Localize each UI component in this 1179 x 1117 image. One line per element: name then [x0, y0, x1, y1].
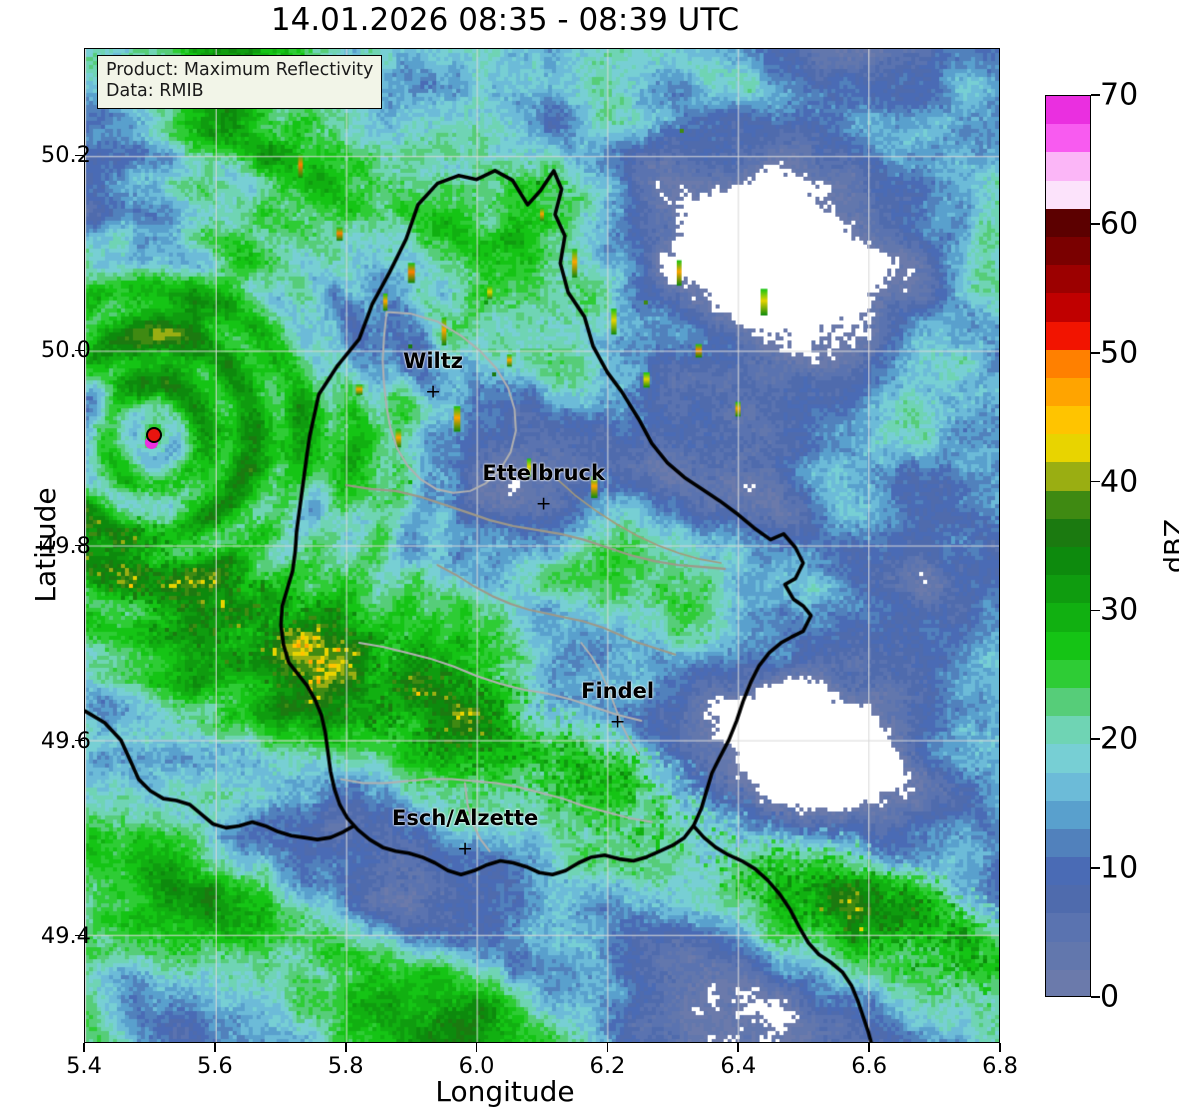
colorbar-tick-label: 30 [1100, 592, 1139, 628]
colorbar-band [1046, 490, 1090, 519]
colorbar-band [1046, 518, 1090, 547]
colorbar-band [1046, 659, 1090, 688]
map-borders-overlay [85, 49, 999, 1042]
x-tick-label: 6.8 [982, 1053, 1018, 1079]
colorbar-tick-mark [1091, 867, 1100, 869]
colorbar-band [1046, 800, 1090, 829]
city-marker-icon: + [457, 837, 474, 860]
y-tick-mark [75, 154, 84, 157]
colorbar-band [1046, 208, 1090, 237]
colorbar-band [1046, 96, 1090, 125]
info-product-line: Product: Maximum Reflectivity [106, 60, 374, 80]
colorbar-band [1046, 321, 1090, 350]
x-tick-mark [999, 1043, 1001, 1052]
colorbar-band [1046, 462, 1090, 491]
x-tick-label: 6.2 [589, 1053, 626, 1079]
colorbar-band [1046, 293, 1090, 322]
colorbar-tick-mark [1091, 609, 1100, 612]
colorbar-band [1046, 772, 1090, 801]
colorbar-tick-label: 50 [1100, 335, 1139, 371]
colorbar-tick-label: 10 [1100, 850, 1139, 886]
x-tick-mark [606, 1043, 609, 1052]
colorbar-band [1046, 152, 1090, 181]
colorbar-band [1046, 687, 1090, 717]
colorbar-tick-label: 40 [1100, 464, 1139, 500]
city-marker-icon: + [425, 380, 442, 403]
city-label-esch-alzette: Esch/Alzette [392, 806, 539, 831]
x-tick-mark [868, 1043, 870, 1052]
city-label-findel: Findel [581, 679, 655, 704]
x-tick-mark [344, 1043, 347, 1052]
colorbar-band [1046, 236, 1090, 266]
info-data-line: Data: RMIB [106, 81, 204, 102]
city-marker-icon: + [609, 710, 626, 733]
x-tick-mark [475, 1043, 478, 1052]
colorbar-band [1046, 941, 1090, 970]
colorbar[interactable] [1045, 95, 1091, 997]
colorbar-band [1046, 716, 1090, 745]
x-tick-label: 5.8 [327, 1053, 364, 1079]
product-info-box: Product: Maximum Reflectivity Data: RMIB [97, 55, 383, 109]
colorbar-band [1046, 744, 1090, 773]
colorbar-band [1046, 180, 1090, 209]
colorbar-tick-mark [1091, 223, 1100, 225]
x-tick-label: 6.4 [720, 1053, 757, 1079]
colorbar-band [1046, 828, 1090, 858]
city-label-wiltz: Wiltz [403, 348, 463, 373]
x-tick-mark [83, 1043, 85, 1052]
colorbar-band [1046, 547, 1090, 576]
colorbar-band [1046, 406, 1090, 435]
colorbar-tick-mark [1091, 480, 1100, 483]
city-marker-icon: + [535, 492, 552, 515]
colorbar-band [1046, 265, 1090, 294]
page-title: 14.01.2026 08:35 - 08:39 UTC [270, 2, 740, 38]
colorbar-band [1046, 575, 1090, 604]
x-tick-label: 6.0 [458, 1053, 495, 1079]
colorbar-band [1046, 857, 1090, 886]
x-tick-label: 5.4 [66, 1053, 102, 1079]
colorbar-tick-mark [1091, 351, 1100, 354]
colorbar-tick-label: 20 [1100, 721, 1139, 757]
colorbar-tick-label: 70 [1100, 77, 1139, 113]
radar-site-marker-icon [146, 427, 163, 444]
x-tick-label: 6.6 [851, 1053, 888, 1079]
colorbar-band [1046, 631, 1090, 660]
y-tick-mark [75, 739, 84, 742]
colorbar-band [1046, 349, 1090, 378]
colorbar-tick-label: 0 [1100, 979, 1120, 1015]
colorbar-band [1046, 124, 1090, 153]
colorbar-band [1046, 434, 1090, 463]
y-tick-mark [75, 349, 84, 352]
colorbar-band [1046, 913, 1090, 942]
colorbar-tick-mark [1091, 738, 1100, 741]
colorbar-tick-mark [1091, 94, 1100, 96]
colorbar-tick-mark [1091, 996, 1100, 998]
x-tick-label: 5.6 [196, 1053, 233, 1079]
y-tick-mark [75, 544, 84, 547]
city-label-ettelbruck: Ettelbruck [482, 460, 605, 485]
x-tick-mark [737, 1043, 740, 1052]
y-tick-mark [75, 934, 84, 937]
colorbar-band [1046, 969, 1090, 996]
y-axis-label: Latitude [29, 487, 63, 603]
colorbar-title: dBZ [1159, 518, 1179, 574]
x-axis-label: Longitude [435, 1075, 575, 1108]
colorbar-tick-label: 60 [1100, 206, 1139, 242]
x-tick-mark [214, 1043, 216, 1052]
colorbar-band [1046, 377, 1090, 407]
colorbar-band [1046, 603, 1090, 632]
radar-plot-area[interactable]: Product: Maximum Reflectivity Data: RMIB… [84, 48, 1000, 1043]
colorbar-band [1046, 885, 1090, 914]
